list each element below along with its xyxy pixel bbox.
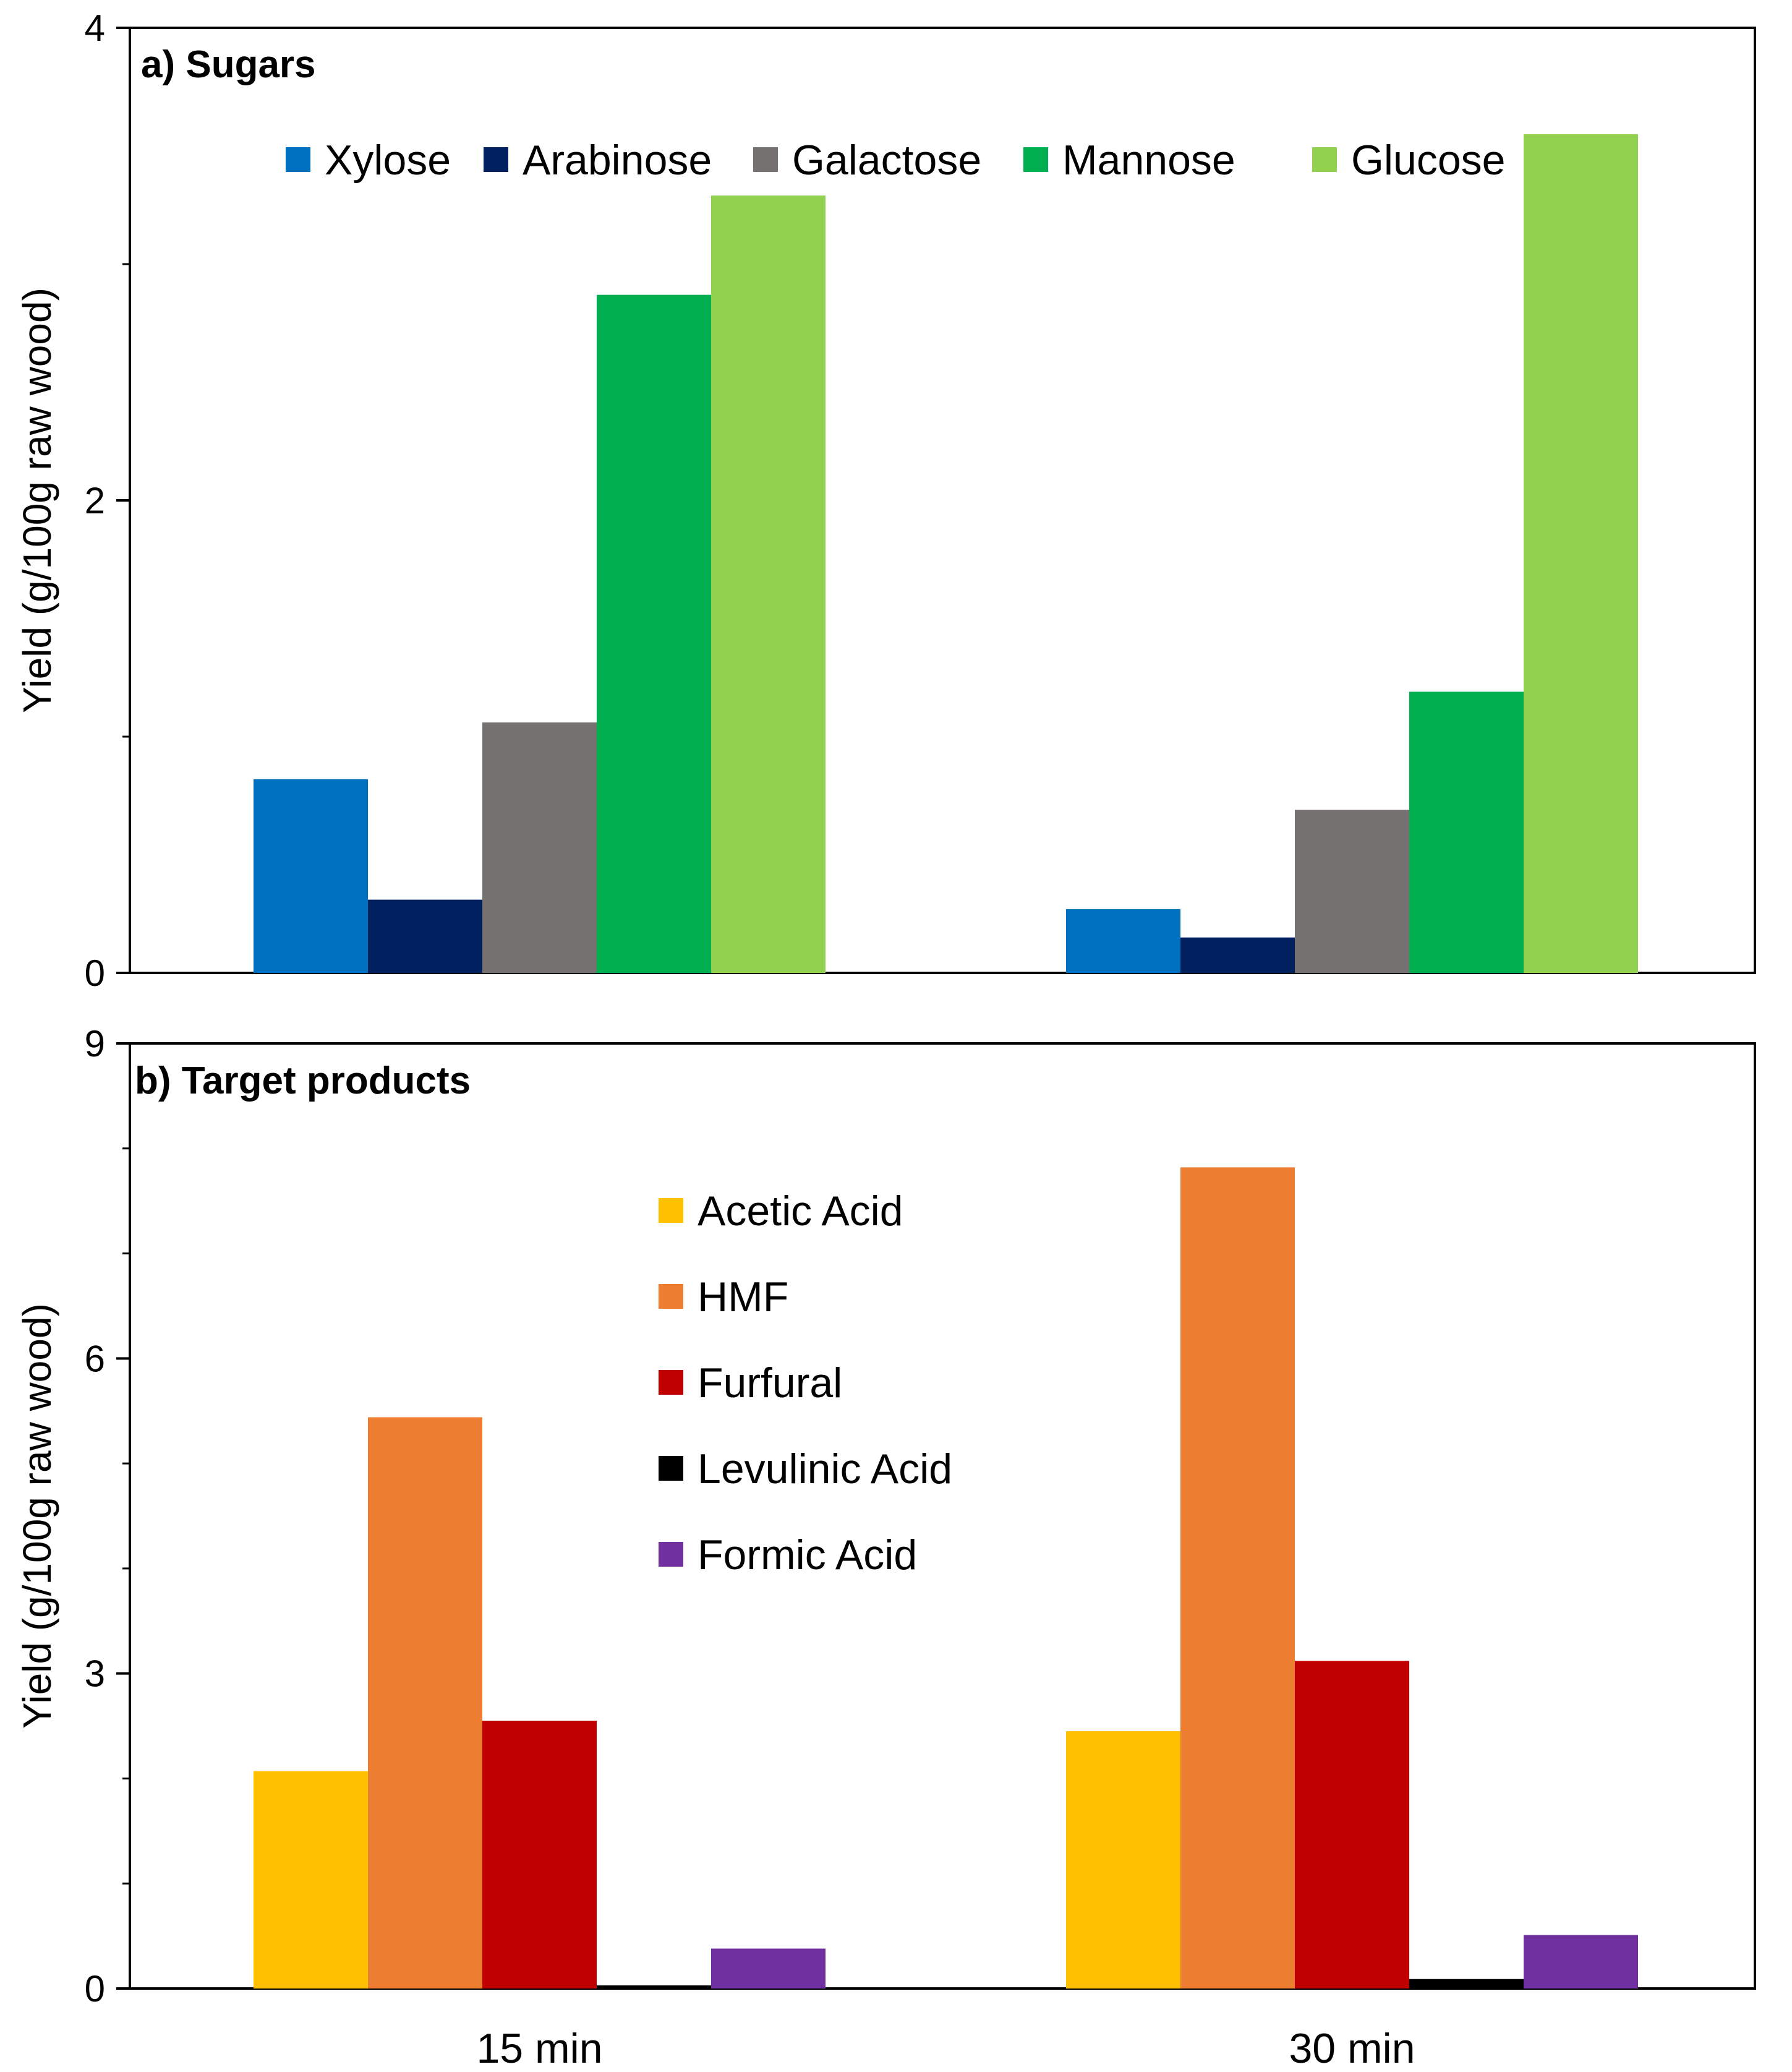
- legend-label-mannose: Mannose: [1062, 137, 1235, 184]
- panel-target-products: 0 3 6 9 Yield (g/100g raw wood) b) Target pro…: [15, 1023, 1756, 2010]
- legend-swatch-xylose: [286, 147, 310, 172]
- bar-formic-acid-30-min: [1524, 1935, 1638, 1989]
- legend-swatch-galactose: [753, 147, 778, 172]
- y-tick-label: 0: [85, 1968, 105, 2010]
- legend-label-levulinic-acid: Levulinic Acid: [698, 1445, 952, 1492]
- bar-hmf-30-min: [1180, 1167, 1295, 1989]
- legend-label-formic-acid: Formic Acid: [698, 1531, 917, 1578]
- legend: Xylose Arabinose Galactose Mannose Glucose: [286, 137, 1505, 184]
- y-axis-title: Yield (g/100g raw wood): [15, 1303, 59, 1729]
- panel-title: b) Target products: [135, 1060, 471, 1102]
- x-label-30-min: 30 min: [1289, 2025, 1415, 2072]
- y-tick-label: 2: [85, 480, 105, 521]
- bar-glucose-15-min: [711, 195, 826, 974]
- y-tick-label: 3: [85, 1653, 105, 1695]
- bar-mannose-30-min: [1409, 691, 1524, 973]
- bar-hmf-15-min: [368, 1417, 482, 1989]
- bar-galactose-30-min: [1295, 810, 1409, 973]
- legend-swatch-glucose: [1312, 147, 1337, 172]
- bar-formic-acid-15-min: [711, 1948, 826, 1989]
- bar-levulinic-acid-15-min: [597, 1985, 711, 1989]
- legend-swatch-formic-acid: [659, 1542, 683, 1567]
- bar-furfural-30-min: [1295, 1661, 1409, 1989]
- x-label-15-min: 15 min: [476, 2025, 602, 2072]
- plot-frame: [129, 1042, 1756, 1990]
- y-tick-label: 0: [85, 953, 105, 994]
- legend: Acetic Acid HMF Furfural Levulinic Acid Form…: [659, 1188, 952, 1578]
- bar-arabinose-30-min: [1180, 937, 1295, 973]
- bar-xylose-30-min: [1066, 909, 1180, 973]
- panel-title: a) Sugars: [141, 43, 316, 86]
- y-tick-label: 4: [85, 7, 105, 49]
- legend-label-acetic-acid: Acetic Acid: [698, 1188, 903, 1235]
- legend-label-hmf: HMF: [698, 1274, 788, 1321]
- legend-swatch-acetic-acid: [659, 1198, 683, 1223]
- legend-swatch-furfural: [659, 1370, 683, 1395]
- legend-label-galactose: Galactose: [792, 137, 981, 184]
- y-tick-label: 6: [85, 1338, 105, 1379]
- legend-swatch-hmf: [659, 1284, 683, 1309]
- bar-acetic-acid-15-min: [254, 1771, 368, 1989]
- bar-arabinose-15-min: [368, 899, 482, 973]
- panel-sugars: 0 2 4 Yield (g/100g raw wood) a) Sugars Xylos…: [15, 7, 1756, 994]
- y-tick-label: 9: [85, 1023, 105, 1064]
- bar-galactose-15-min: [482, 722, 597, 973]
- legend-swatch-arabinose: [484, 147, 508, 172]
- bar-levulinic-acid-30-min: [1409, 1979, 1524, 1989]
- bar-furfural-15-min: [482, 1721, 597, 1989]
- legend-label-furfural: Furfural: [698, 1359, 842, 1406]
- bar-xylose-15-min: [254, 779, 368, 973]
- x-category-labels: 15 min 30 min: [476, 2025, 1415, 2072]
- legend-label-xylose: Xylose: [325, 137, 451, 184]
- legend-swatch-levulinic-acid: [659, 1456, 683, 1481]
- y-axis-title: Yield (g/100g raw wood): [15, 288, 59, 713]
- legend-label-glucose: Glucose: [1351, 137, 1505, 184]
- bar-glucose-30-min: [1524, 134, 1638, 973]
- bar-mannose-15-min: [597, 294, 711, 973]
- legend-swatch-mannose: [1023, 147, 1048, 172]
- bar-acetic-acid-30-min: [1066, 1731, 1180, 1989]
- legend-label-arabinose: Arabinose: [523, 137, 712, 184]
